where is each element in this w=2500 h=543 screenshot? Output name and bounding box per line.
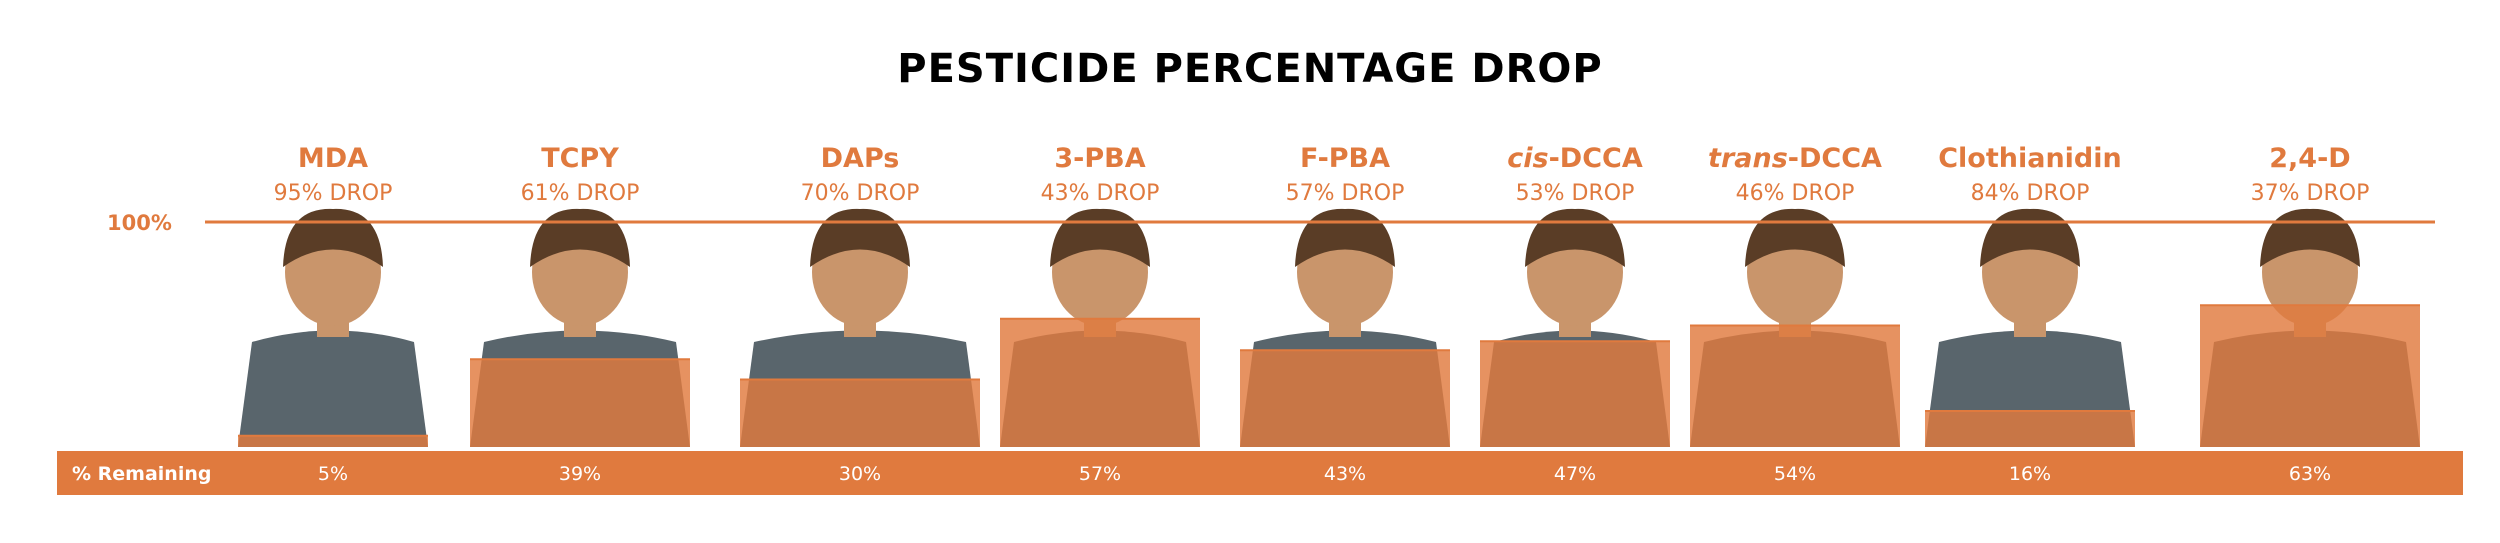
drop-label: 43% DROP <box>1041 181 1160 206</box>
drop-label: 46% DROP <box>1736 181 1855 206</box>
remaining-fill <box>1000 318 1200 447</box>
kid-shirt <box>238 330 428 447</box>
remaining-fill <box>740 379 980 447</box>
remaining-label: 30% <box>839 463 881 485</box>
remaining-fill <box>1690 325 1900 447</box>
remaining-label: 16% <box>2009 463 2051 485</box>
category-name: DAPs <box>821 143 900 174</box>
remaining-label: 39% <box>559 463 601 485</box>
drop-label: 61% DROP <box>521 181 640 206</box>
drop-label: 53% DROP <box>1516 181 1635 206</box>
remaining-label: 63% <box>2289 463 2331 485</box>
category-name: trans-DCCA <box>1708 143 1882 174</box>
remaining-fill <box>238 435 428 447</box>
category-name: cis-DCCA <box>1507 143 1643 174</box>
drop-label: 37% DROP <box>2251 181 2370 206</box>
axis-group: 100% <box>107 211 2435 235</box>
category-name-text: F-PBA <box>1300 143 1390 174</box>
category-name-text: Clothianidin <box>1938 143 2122 174</box>
category-name: 3-PBA <box>1054 143 1145 174</box>
remaining-fill <box>2200 305 2420 447</box>
category-name-text: TCPY <box>541 143 619 174</box>
category-name-italic: cis <box>1507 143 1548 174</box>
remaining-label: 54% <box>1774 463 1816 485</box>
remaining-band-bg <box>57 451 2463 495</box>
category-name-italic: trans <box>1708 143 1788 174</box>
remaining-fill <box>1480 341 1670 447</box>
category-headers: MDA 95% DROP TCPY 61% DROP DAPs 70% DROP 3-PBA… <box>274 143 2370 206</box>
category-name-text: 3-PBA <box>1054 143 1145 174</box>
remaining-fill <box>1240 350 1450 447</box>
category-name-text: 2,4-D <box>2269 143 2350 174</box>
remaining-label: 5% <box>318 463 348 485</box>
remaining-fills <box>238 305 2420 447</box>
category-name: 2,4-D <box>2269 143 2350 174</box>
category-name-text: DAPs <box>821 143 900 174</box>
remaining-row-label: % Remaining <box>72 463 211 485</box>
drop-label: 57% DROP <box>1286 181 1405 206</box>
category-name: TCPY <box>541 143 619 174</box>
category-name: Clothianidin <box>1938 143 2122 174</box>
category-name-text: -DCCA <box>1549 143 1643 174</box>
remaining-fill <box>470 359 690 447</box>
remaining-fill <box>1925 411 2135 447</box>
remaining-label: 57% <box>1079 463 1121 485</box>
remaining-band: % Remaining 5% 39% 30% 57% 43% 47% 54% 16% 63% <box>57 451 2463 495</box>
remaining-markers <box>238 304 2420 437</box>
kid-figure <box>238 208 428 447</box>
reference-label-100: 100% <box>107 211 172 235</box>
category-name-text: -DCCA <box>1788 143 1882 174</box>
drop-label: 70% DROP <box>801 181 920 206</box>
drop-label: 95% DROP <box>274 181 393 206</box>
chart-title: PESTICIDE PERCENTAGE DROP <box>897 46 1603 92</box>
category-name: MDA <box>298 143 368 174</box>
category-name-text: MDA <box>298 143 368 174</box>
category-name: F-PBA <box>1300 143 1390 174</box>
remaining-label: 43% <box>1324 463 1366 485</box>
remaining-label: 47% <box>1554 463 1596 485</box>
drop-label: 84% DROP <box>1971 181 2090 206</box>
